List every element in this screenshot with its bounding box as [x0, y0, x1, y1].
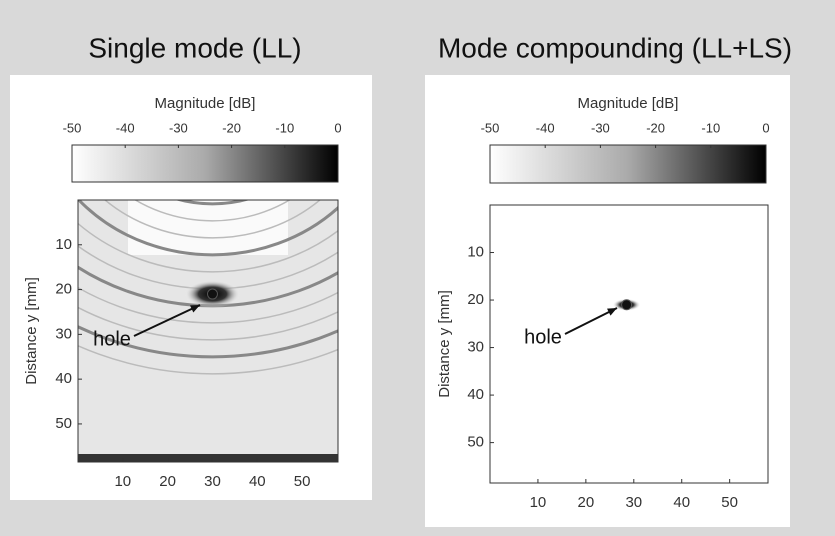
image-arc — [78, 325, 338, 359]
y-axis-label: Distance y [mm] — [436, 290, 453, 398]
y-tick-label: 20 — [55, 281, 72, 298]
image-bottom — [78, 454, 338, 462]
colorbar-tick-label: -10 — [701, 120, 720, 135]
image-arc — [103, 200, 322, 239]
hole-marker — [621, 299, 633, 311]
image-arc — [78, 222, 338, 273]
colorbar-tick-label: 0 — [334, 120, 341, 135]
x-tick-label: 30 — [625, 494, 642, 511]
image-arc — [134, 200, 291, 222]
image-arc — [78, 200, 338, 257]
image-arc — [78, 306, 338, 341]
colorbar-tick-label: 0 — [762, 120, 769, 135]
colorbar-tick-label: -30 — [169, 120, 188, 135]
y-tick-label: 40 — [55, 370, 72, 387]
y-tick-label: 50 — [467, 434, 484, 451]
x-tick-label: 40 — [673, 494, 690, 511]
y-tick-label: 10 — [55, 236, 72, 253]
colorbar-tick-label: -20 — [222, 120, 241, 135]
y-tick-label: 30 — [467, 339, 484, 356]
y-tick-label: 50 — [55, 415, 72, 432]
hole-marker — [206, 288, 218, 300]
axes-frame — [489, 204, 769, 484]
panel-title: Mode compounding (LL+LS) — [438, 32, 792, 63]
colorbar-label: Magnitude [dB] — [155, 95, 256, 112]
colorbar — [71, 144, 339, 183]
x-tick-label: 50 — [294, 473, 311, 490]
y-axis-label: Distance y [mm] — [23, 277, 40, 385]
colorbar — [489, 144, 767, 184]
colorbar-tick-label: -50 — [63, 120, 82, 135]
annotation-arrow — [564, 307, 618, 335]
x-tick-label: 10 — [114, 473, 131, 490]
colorbar-label: Magnitude [dB] — [578, 95, 679, 112]
axes-frame — [77, 199, 339, 463]
y-tick-label: 30 — [55, 325, 72, 342]
annotation: hole — [524, 326, 562, 348]
image-arc — [78, 286, 338, 324]
colorbar-tick-label: -10 — [275, 120, 294, 135]
colorbar-tick-label: -20 — [646, 120, 665, 135]
arrow-head — [190, 305, 200, 313]
colorbar-tick-label: -40 — [116, 120, 135, 135]
x-tick-label: 40 — [249, 473, 266, 490]
x-tick-label: 50 — [721, 494, 738, 511]
x-tick-label: 30 — [204, 473, 221, 490]
colorbar-tick-label: -40 — [536, 120, 555, 135]
x-tick-label: 20 — [159, 473, 176, 490]
y-tick-label: 10 — [467, 243, 484, 260]
panel-title: Single mode (LL) — [88, 32, 301, 63]
colorbar-tick-label: -30 — [591, 120, 610, 135]
annotation-arrow — [133, 304, 201, 337]
y-tick-label: 20 — [467, 291, 484, 308]
annotation: hole — [93, 328, 131, 350]
image-arc — [175, 200, 250, 206]
y-tick-label: 40 — [467, 386, 484, 403]
x-tick-label: 10 — [530, 494, 547, 511]
image-arc — [78, 344, 338, 375]
x-tick-label: 20 — [578, 494, 595, 511]
arrow-head — [607, 308, 617, 316]
colorbar-tick-label: -50 — [481, 120, 500, 135]
